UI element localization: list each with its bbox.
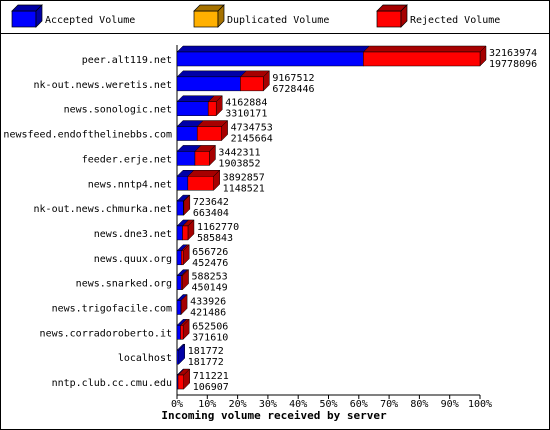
x-tick-label: 70% xyxy=(380,399,398,410)
accepted-bar xyxy=(176,349,179,365)
legend-swatch-side xyxy=(35,4,43,28)
y-tick-label: news.corradoroberto.it xyxy=(40,328,172,339)
legend-swatch xyxy=(11,10,37,28)
x-tick-label: 0% xyxy=(171,399,183,410)
accepted-label: 106907 xyxy=(193,382,229,393)
total-label: 723642 xyxy=(193,197,229,208)
accepted-bar xyxy=(176,325,181,340)
y-tick-label: news.trigofacile.com xyxy=(52,304,172,315)
rejected-bar xyxy=(177,374,184,390)
total-label: 433926 xyxy=(190,297,226,308)
total-label: 1162770 xyxy=(197,222,239,233)
legend-swatch-side xyxy=(217,4,225,28)
y-tick-label: localhost xyxy=(118,353,172,364)
y-tick-label: news.dne3.net xyxy=(94,229,172,240)
x-tick-label: 100% xyxy=(468,399,492,410)
x-tick-label: 80% xyxy=(410,399,428,410)
total-label: 652506 xyxy=(192,321,228,332)
legend-label: Accepted Volume xyxy=(45,15,135,26)
accepted-label: 181772 xyxy=(188,357,224,368)
y-tick-label: nk-out.news.chmurka.net xyxy=(34,204,172,215)
accepted-bar xyxy=(176,101,209,116)
accepted-bar xyxy=(176,76,241,92)
x-tick-label: 30% xyxy=(259,399,277,410)
y-tick-label: newsfeed.endofthelinebbs.com xyxy=(3,130,172,141)
y-tick-label: news.sonologic.net xyxy=(64,105,172,116)
x-axis-label: Incoming volume received by server xyxy=(161,409,387,422)
total-label: 4162884 xyxy=(225,98,267,109)
accepted-label: 371610 xyxy=(192,332,228,343)
accepted-label: 585843 xyxy=(197,233,233,244)
accepted-label: 6728446 xyxy=(272,84,314,95)
y-tick-label: peer.alt119.net xyxy=(82,55,172,66)
accepted-bar-top xyxy=(176,45,370,53)
accepted-bar xyxy=(176,176,189,191)
accepted-label: 1903852 xyxy=(218,158,260,169)
y-tick-label: nntp.club.cc.cmu.edu xyxy=(52,378,172,389)
rejected-bar xyxy=(187,176,214,191)
rejected-bar xyxy=(180,325,184,340)
total-label: 3892857 xyxy=(223,172,265,183)
total-label: 588253 xyxy=(192,272,228,283)
y-tick-label: nk-out.news.weretis.net xyxy=(34,80,172,91)
accepted-label: 1148521 xyxy=(223,183,265,194)
accepted-bar xyxy=(176,250,182,266)
total-label: 9167512 xyxy=(272,73,314,84)
accepted-bar xyxy=(176,300,182,315)
rejected-bar xyxy=(207,101,217,116)
accepted-label: 3310171 xyxy=(225,109,267,120)
accepted-label: 19778096 xyxy=(489,59,537,70)
accepted-bar-side xyxy=(178,343,185,365)
rejected-bar xyxy=(181,250,184,266)
total-label: 4734753 xyxy=(231,123,273,134)
accepted-bar xyxy=(176,275,182,290)
legend-label: Rejected Volume xyxy=(410,15,500,26)
legend-swatch xyxy=(193,10,219,28)
rejected-bar xyxy=(363,51,481,67)
total-label: 181772 xyxy=(188,346,224,357)
accepted-label: 450149 xyxy=(192,283,228,294)
x-tick-label: 50% xyxy=(319,399,337,410)
legend-swatch xyxy=(376,10,402,28)
accepted-label: 421486 xyxy=(190,308,226,319)
total-label: 3442311 xyxy=(218,147,260,158)
accepted-bar-top xyxy=(176,70,247,78)
accepted-label: 2145664 xyxy=(231,134,273,145)
rejected-bar xyxy=(180,275,183,290)
total-label: 32163974 xyxy=(489,48,537,59)
accepted-bar xyxy=(176,225,183,241)
x-tick-label: 40% xyxy=(289,399,307,410)
rejected-bar xyxy=(194,151,210,166)
legend-swatch-side xyxy=(400,4,408,28)
x-tick-label: 20% xyxy=(229,399,247,410)
accepted-label: 452476 xyxy=(192,258,228,269)
legend-label: Duplicated Volume xyxy=(227,15,329,26)
total-label: 711221 xyxy=(193,371,229,382)
x-tick-label: 60% xyxy=(350,399,368,410)
rejected-bar xyxy=(182,225,189,241)
rejected-bar xyxy=(196,126,222,141)
x-tick-label: 10% xyxy=(198,399,216,410)
accepted-bar xyxy=(176,126,198,141)
rejected-bar xyxy=(182,200,185,216)
accepted-bar-top xyxy=(176,95,215,102)
rejected-bar-top xyxy=(362,45,487,53)
accepted-bar xyxy=(176,200,184,216)
accepted-bar xyxy=(176,151,196,166)
y-tick-label: news.quux.org xyxy=(94,254,172,265)
rejected-bar xyxy=(240,76,264,92)
y-tick-label: feeder.erje.net xyxy=(82,154,172,165)
total-label: 656726 xyxy=(192,247,228,258)
x-tick-label: 90% xyxy=(441,399,459,410)
y-tick-label: news.snarked.org xyxy=(76,279,172,290)
accepted-label: 663404 xyxy=(193,208,229,219)
y-tick-label: news.nntp4.net xyxy=(88,179,172,190)
accepted-bar xyxy=(176,51,364,67)
